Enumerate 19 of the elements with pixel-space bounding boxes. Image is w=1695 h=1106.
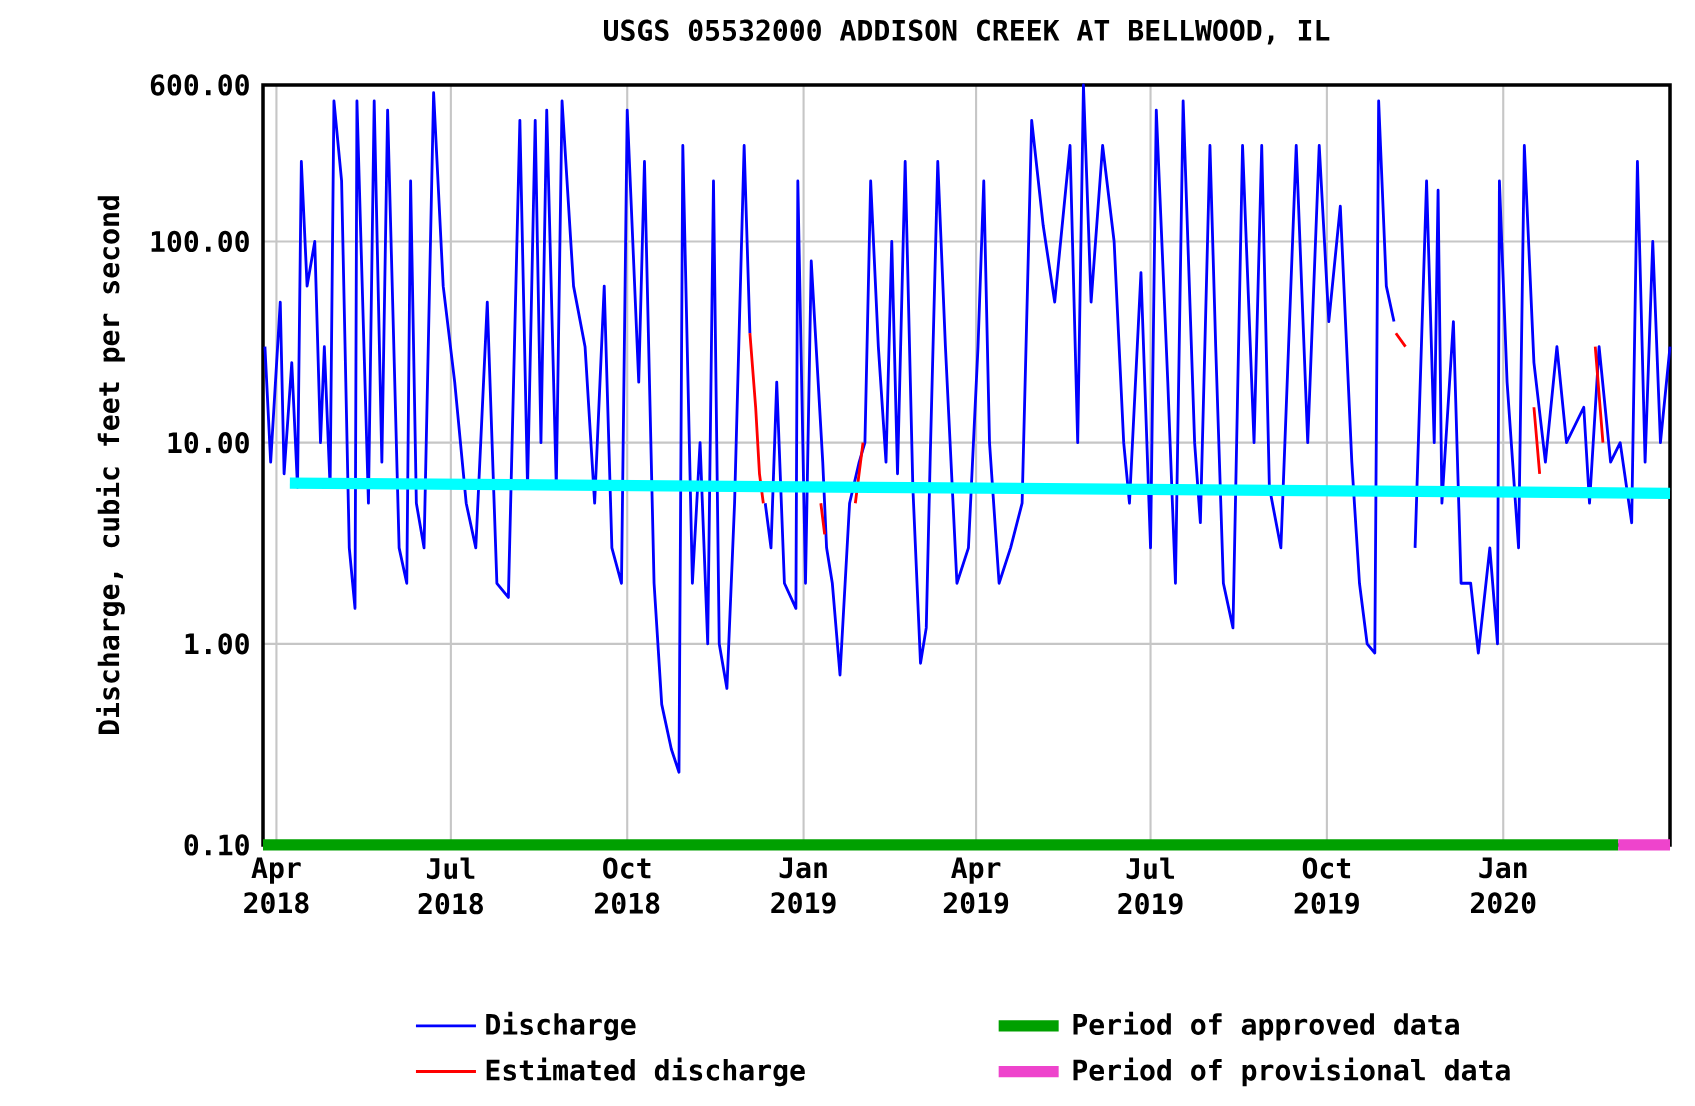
- y-tick-label: 0.10: [184, 834, 249, 856]
- x-tick-label: Oct 2019: [1294, 857, 1359, 914]
- x-tick-label: Jul 2018: [418, 857, 483, 915]
- y-axis-title: Discharge, cubic feet per second: [96, 196, 125, 734]
- x-tick-label: Jan 2019: [771, 857, 836, 914]
- x-tick-label: Apr 2018: [244, 857, 309, 914]
- chart-title: USGS 05532000 ADDISON CREEK AT BELLWOOD, IL: [604, 19, 1330, 45]
- y-tick-label: 600.00: [150, 74, 249, 96]
- legend-label: Period of provisional data: [1073, 1057, 1510, 1087]
- legend-label: Estimated discharge: [486, 1057, 805, 1087]
- y-tick-label: 100.00: [151, 230, 249, 253]
- x-tick-label: Jul 2019: [1118, 857, 1183, 915]
- x-tick-label: Oct 2018: [594, 857, 660, 914]
- x-tick-label: Apr 2019: [943, 857, 1009, 914]
- x-tick-label: Jan 2020: [1470, 857, 1536, 914]
- y-tick-label: 1.00: [185, 633, 249, 655]
- legend-label: Period of approved data: [1073, 1011, 1459, 1041]
- y-tick-label: 10.00: [168, 432, 249, 454]
- legend-label: Discharge: [486, 1011, 636, 1041]
